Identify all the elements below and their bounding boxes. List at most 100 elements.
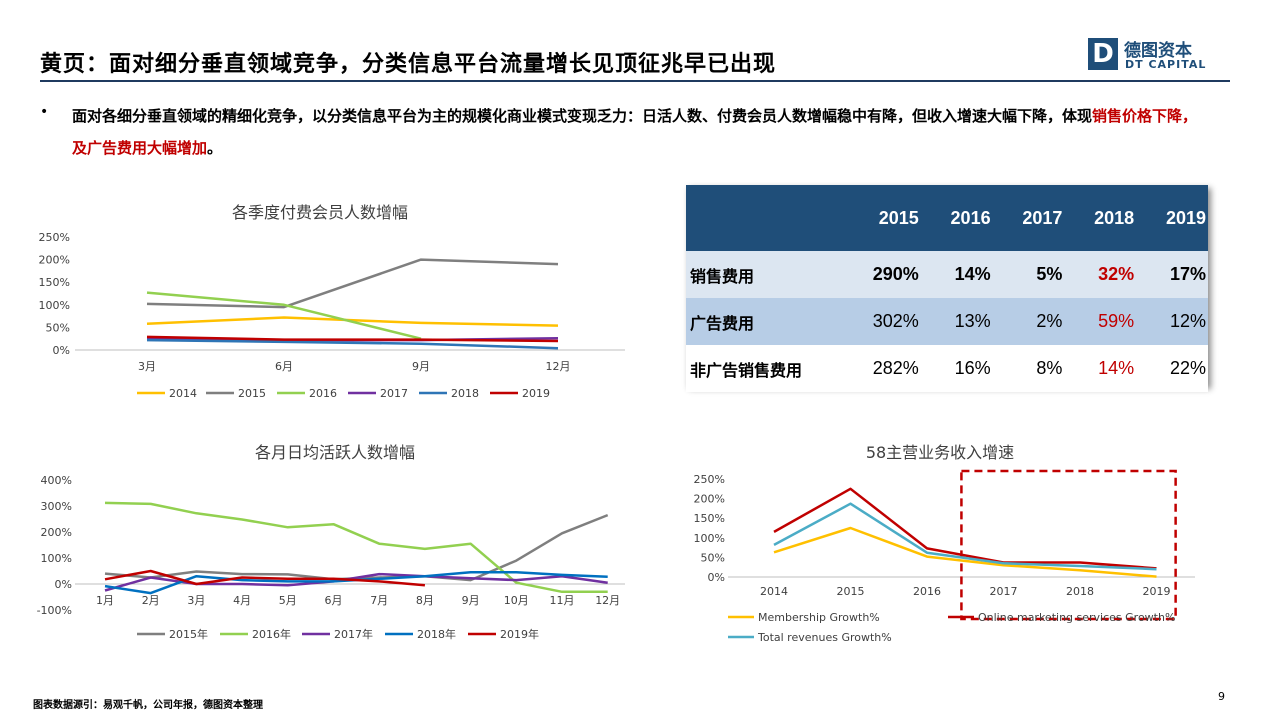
logo-english-name: DT CAPITAL	[1125, 58, 1207, 71]
y-tick-label: 400%	[41, 474, 72, 487]
x-tick-label: 2016	[913, 585, 941, 598]
x-tick-label: 12月	[595, 594, 620, 607]
chart3-title: 58主营业务收入增速	[865, 443, 1015, 462]
y-tick-label: 200%	[41, 526, 72, 539]
table-row-label: 广告费用	[686, 298, 839, 345]
y-tick-label: 100%	[694, 532, 725, 545]
table-row: 非广告销售费用 282% 16% 8% 14% 22%	[686, 345, 1208, 392]
table-header-row: 2015 2016 2017 2018 2019	[686, 185, 1208, 251]
legend-label: Online marketing services Growth%	[978, 611, 1175, 624]
series-line	[773, 487, 1157, 570]
y-tick-label: 0%	[55, 578, 72, 591]
chart2-title: 各月日均活跃人数增幅	[254, 443, 415, 462]
legend-label: Membership Growth%	[758, 611, 880, 624]
logo-chinese-name: 德图资本	[1124, 41, 1192, 61]
legend-label: 2015	[238, 387, 266, 400]
table-cell: 5%	[992, 251, 1065, 298]
bullet-text-main: 面对各细分垂直领域的精细化竞争，以分类信息平台为主的规模化商业模式变现乏力：日活…	[72, 107, 1093, 125]
bullet-icon: •	[40, 104, 49, 120]
x-tick-label: 5月	[279, 594, 297, 607]
series-line	[104, 571, 608, 595]
company-logo: D 德图资本 DT CAPITAL	[1088, 38, 1212, 74]
y-tick-label: 50%	[46, 321, 70, 334]
bullet-text-end: 。	[207, 139, 223, 157]
y-tick-label: 300%	[41, 500, 72, 513]
legend-label: 2016年	[252, 627, 291, 641]
series-line	[146, 335, 559, 343]
x-tick-label: 3月	[187, 594, 205, 607]
daily-active-growth-chart: -100% 0% 100% 200% 300% 400% 1月 2月 3月 4月 5月 6月 7月 8月 9…	[37, 474, 625, 641]
x-tick-label: 8月	[416, 594, 434, 607]
table-row: 广告费用 302% 13% 2% 59% 12%	[686, 298, 1208, 345]
x-tick-label: 2018	[1066, 585, 1094, 598]
table-cell: 14%	[920, 251, 993, 298]
y-tick-label: 100%	[39, 299, 70, 312]
series-line	[773, 502, 1157, 571]
table-row-label: 销售费用	[686, 251, 839, 298]
x-tick-label: 6月	[275, 360, 293, 373]
legend-label: 2019年	[500, 627, 539, 641]
series-line	[146, 258, 559, 309]
legend-label: 2015年	[169, 627, 208, 641]
title-divider	[40, 80, 1230, 82]
y-tick-label: 150%	[39, 276, 70, 289]
table-header-cell	[686, 185, 839, 251]
x-tick-label: 12月	[546, 360, 571, 373]
page-number: 9	[1218, 690, 1225, 703]
x-tick-label: 2015	[837, 585, 865, 598]
table-cell: 16%	[920, 345, 993, 392]
table-header-cell: 2018	[1064, 185, 1137, 251]
table-cell: 17%	[1136, 251, 1208, 298]
x-tick-label: 4月	[233, 594, 251, 607]
chart1-title: 各季度付费会员人数增幅	[231, 203, 408, 222]
table-cell: 14%	[1064, 345, 1137, 392]
y-tick-label: 200%	[694, 493, 725, 506]
legend-label: 2018年	[417, 627, 456, 641]
x-tick-label: 11月	[550, 594, 575, 607]
table-header-cell: 2016	[920, 185, 993, 251]
bullet-paragraph: 面对各细分垂直领域的精细化竞争，以分类信息平台为主的规模化商业模式变现乏力：日活…	[72, 100, 1212, 164]
x-tick-label: 3月	[138, 360, 156, 373]
series-line	[104, 569, 426, 587]
series-line	[104, 513, 609, 582]
table-cell: 2%	[992, 298, 1065, 345]
highlight-box	[960, 469, 1177, 621]
revenue-growth-chart: 0% 50% 100% 150% 200% 250% 2014 2015 2016 2017 201…	[694, 469, 1195, 644]
table-cell: 12%	[1136, 298, 1208, 345]
series-line	[773, 526, 1157, 578]
slide-title: 黄页：面对细分垂直领域竞争，分类信息平台流量增长见顶征兆早已出现	[40, 52, 777, 77]
y-tick-label: 150%	[694, 512, 725, 525]
table-cell: 59%	[1064, 298, 1137, 345]
legend-label: Total revenues Growth%	[757, 631, 892, 644]
table-header-cell: 2019	[1136, 185, 1208, 251]
x-tick-label: 10月	[504, 594, 529, 607]
table-cell: 290%	[839, 251, 921, 298]
table-cell: 13%	[920, 298, 993, 345]
table-row-label: 非广告销售费用	[686, 345, 839, 392]
y-tick-label: 0%	[53, 344, 70, 357]
table-cell: 8%	[992, 345, 1065, 392]
legend-label: 2018	[451, 387, 479, 400]
x-tick-label: 9月	[462, 594, 480, 607]
x-tick-label: 6月	[325, 594, 343, 607]
expense-table: 2015 2016 2017 2018 2019 销售费用 290% 14% 5…	[686, 185, 1208, 392]
table-cell: 22%	[1136, 345, 1208, 392]
x-tick-label: 2019	[1143, 585, 1171, 598]
x-tick-label: 1月	[96, 594, 114, 607]
x-tick-label: 2017	[990, 585, 1018, 598]
expense-table-container: 2015 2016 2017 2018 2019 销售费用 290% 14% 5…	[686, 185, 1208, 392]
series-line	[146, 291, 422, 340]
logo-mark-icon: D	[1088, 38, 1118, 70]
table-cell: 32%	[1064, 251, 1137, 298]
y-tick-label: 250%	[694, 473, 725, 486]
bullet-text-highlight: 销售价格下降，及广告费用大幅增加	[72, 107, 1198, 157]
y-tick-label: -100%	[37, 604, 72, 617]
table-cell: 302%	[839, 298, 921, 345]
x-tick-label: 2月	[142, 594, 160, 607]
x-tick-label: 2014	[760, 585, 788, 598]
x-tick-label: 7月	[370, 594, 388, 607]
series-line	[104, 501, 608, 594]
y-tick-label: 250%	[39, 231, 70, 244]
y-tick-label: 100%	[41, 552, 72, 565]
table-header-cell: 2015	[839, 185, 921, 251]
